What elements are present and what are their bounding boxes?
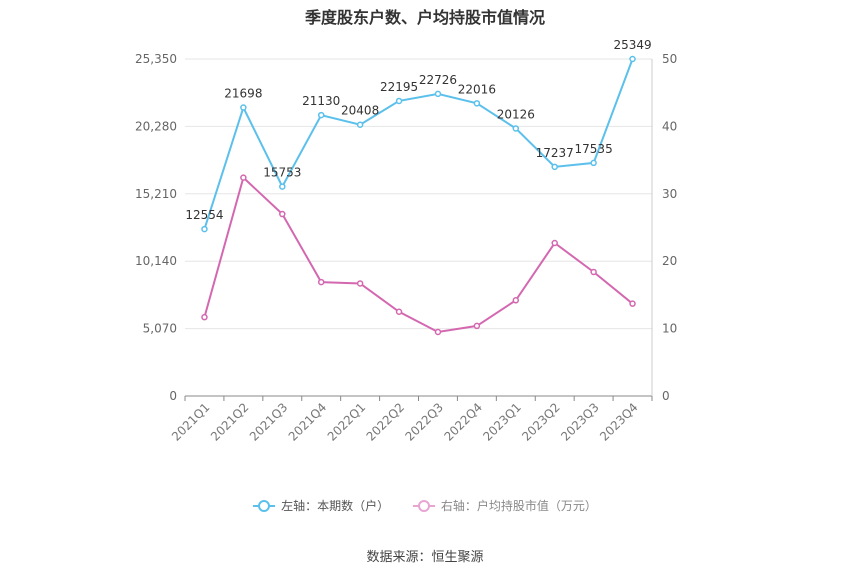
data-label: 22016 xyxy=(458,82,496,96)
data-point-left xyxy=(512,125,520,132)
left-axis-tick-label: 20,280 xyxy=(135,119,177,133)
x-tick-label: 2021Q2 xyxy=(208,400,252,444)
series-line-right xyxy=(203,175,634,334)
legend-item-left-axis[interactable]: 左轴：本期数（户） xyxy=(253,497,389,514)
data-point-right xyxy=(512,297,520,304)
x-tick-label: 2021Q4 xyxy=(286,400,330,444)
series-lines xyxy=(201,55,636,336)
data-label: 20408 xyxy=(341,104,379,118)
x-tick-label: 2022Q2 xyxy=(364,400,408,444)
right-axis-tick-label: 30 xyxy=(662,187,677,201)
right-axis-tick-label: 40 xyxy=(662,119,677,133)
data-point-right xyxy=(201,313,208,321)
left-axis-tick-label: 25,350 xyxy=(135,52,177,66)
legend-label: 右轴：户均持股市值（万元） xyxy=(440,499,597,513)
data-point-left xyxy=(356,121,364,128)
chart-title: 季度股东户数、户均持股市值情况 xyxy=(304,8,545,27)
legend-item-right-axis[interactable]: 右轴：户均持股市值（万元） xyxy=(412,497,597,514)
data-point-left xyxy=(551,163,558,171)
data-label: 12554 xyxy=(185,208,223,222)
data-point-right xyxy=(317,278,325,286)
data-point-right xyxy=(590,268,597,276)
x-tick-label: 2023Q4 xyxy=(597,400,641,444)
right-axis-tick-label: 50 xyxy=(662,52,677,66)
x-tick-label: 2022Q3 xyxy=(403,400,447,444)
left-axis-tick-label: 15,210 xyxy=(135,187,177,201)
data-point-left xyxy=(473,100,481,107)
data-point-right xyxy=(356,280,364,287)
grid-lines xyxy=(185,58,652,330)
axes: 0 0 5,070 10 10,140 20 15,210 30 20,280 40 25,350 5… xyxy=(135,52,677,444)
data-point-right xyxy=(629,300,636,307)
data-label: 17237 xyxy=(536,146,574,160)
x-tick-label: 2021Q3 xyxy=(247,400,291,444)
legend-line-icon xyxy=(412,499,435,513)
left-axis-tick-label: 0 xyxy=(169,389,177,403)
x-tick-label: 2022Q1 xyxy=(325,400,369,444)
data-labels: 12554 21698 15753 2113020408221952272622016… xyxy=(185,38,651,222)
left-axis-tick-label: 5,070 xyxy=(143,322,177,336)
data-label: 22726 xyxy=(419,73,457,87)
data-point-right xyxy=(279,210,286,218)
data-point-left xyxy=(590,159,597,167)
right-axis-tick-label: 0 xyxy=(662,389,670,403)
data-point-right xyxy=(473,322,481,330)
x-tick-label: 2022Q4 xyxy=(441,400,485,444)
data-point-left xyxy=(629,55,636,63)
data-point-right xyxy=(395,308,403,315)
data-point-left xyxy=(240,104,247,111)
x-tick-label: 2023Q2 xyxy=(519,400,563,444)
data-label: 21130 xyxy=(302,94,340,108)
x-tick-label: 2023Q1 xyxy=(480,400,524,444)
data-label: 21698 xyxy=(224,87,262,101)
data-label: 15753 xyxy=(263,166,301,180)
data-label: 20126 xyxy=(497,107,535,121)
data-point-right xyxy=(240,174,247,181)
x-tick-label: 2023Q3 xyxy=(558,400,602,444)
data-point-right xyxy=(434,328,442,336)
data-point-right xyxy=(551,239,558,247)
right-axis-tick-label: 10 xyxy=(662,322,677,336)
data-point-left xyxy=(201,225,208,233)
data-point-left xyxy=(317,111,325,119)
x-tick-label: 2021Q1 xyxy=(169,400,213,444)
data-point-left xyxy=(279,183,286,190)
right-axis-tick-label: 20 xyxy=(662,254,677,268)
data-point-left xyxy=(395,97,403,105)
data-label: 17535 xyxy=(575,142,613,156)
legend-line-icon xyxy=(253,499,276,513)
data-label: 22195 xyxy=(380,80,418,94)
data-label: 25349 xyxy=(613,38,651,52)
source-note: 数据来源：恒生聚源 xyxy=(366,550,484,565)
data-point-left xyxy=(434,90,442,98)
left-axis-tick-label: 10,140 xyxy=(135,254,177,268)
legend-label: 左轴：本期数（户） xyxy=(281,499,390,513)
legend: 左轴：本期数（户） 右轴：户均持股市值（万元） xyxy=(0,497,850,516)
series-line-left xyxy=(203,58,634,230)
